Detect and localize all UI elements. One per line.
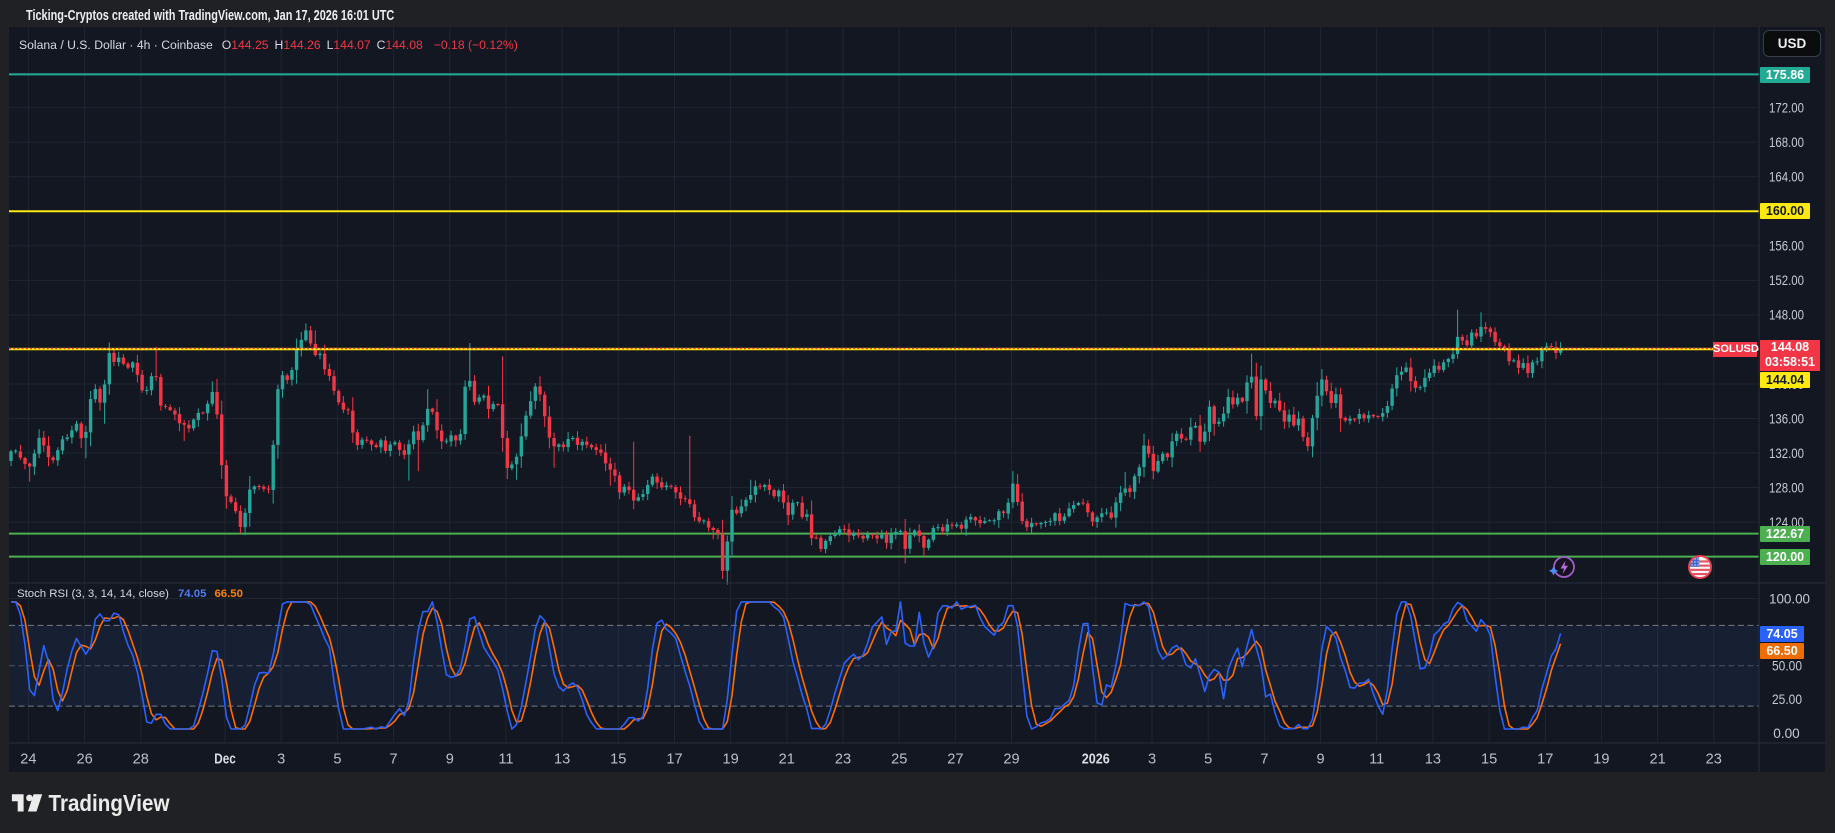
svg-text:3: 3 <box>1148 752 1156 768</box>
svg-text:13: 13 <box>554 752 570 768</box>
svg-text:152.00: 152.00 <box>1769 273 1804 288</box>
svg-text:100.00: 100.00 <box>1769 591 1810 606</box>
svg-text:23: 23 <box>1706 752 1722 768</box>
svg-text:11: 11 <box>498 752 513 768</box>
svg-text:17: 17 <box>1537 752 1553 768</box>
svg-text:132.00: 132.00 <box>1769 446 1804 461</box>
svg-text:29: 29 <box>1003 752 1019 768</box>
svg-text:0.00: 0.00 <box>1773 726 1800 741</box>
svg-text:7: 7 <box>1260 752 1268 768</box>
svg-text:26: 26 <box>76 752 92 768</box>
svg-text:Dec: Dec <box>214 752 236 768</box>
svg-text:15: 15 <box>1481 752 1497 768</box>
svg-text:2026: 2026 <box>1082 752 1110 768</box>
svg-text:23: 23 <box>835 752 851 768</box>
svg-text:136.00: 136.00 <box>1769 411 1804 426</box>
svg-text:148.00: 148.00 <box>1769 308 1804 323</box>
svg-text:11: 11 <box>1369 752 1384 768</box>
svg-text:28: 28 <box>133 752 149 768</box>
svg-text:3: 3 <box>277 752 285 768</box>
svg-text:7: 7 <box>390 752 398 768</box>
svg-text:50.00: 50.00 <box>1772 659 1802 674</box>
svg-text:9: 9 <box>446 752 454 768</box>
svg-text:19: 19 <box>722 752 738 768</box>
svg-text:5: 5 <box>333 752 341 768</box>
svg-text:13: 13 <box>1425 752 1441 768</box>
svg-text:25.00: 25.00 <box>1772 692 1802 707</box>
svg-text:27: 27 <box>947 752 963 768</box>
svg-text:24: 24 <box>20 752 36 768</box>
svg-text:156.00: 156.00 <box>1769 239 1804 254</box>
svg-text:164.00: 164.00 <box>1769 170 1804 185</box>
svg-text:172.00: 172.00 <box>1769 101 1804 116</box>
svg-text:TradingView: TradingView <box>49 790 170 816</box>
svg-text:15: 15 <box>610 752 626 768</box>
svg-text:128.00: 128.00 <box>1769 480 1804 495</box>
svg-text:17: 17 <box>666 752 682 768</box>
svg-text:5: 5 <box>1204 752 1212 768</box>
svg-text:21: 21 <box>1649 752 1665 768</box>
svg-text:25: 25 <box>891 752 907 768</box>
svg-text:19: 19 <box>1593 752 1609 768</box>
svg-text:21: 21 <box>779 752 795 768</box>
svg-text:9: 9 <box>1316 752 1324 768</box>
svg-text:168.00: 168.00 <box>1769 135 1804 150</box>
